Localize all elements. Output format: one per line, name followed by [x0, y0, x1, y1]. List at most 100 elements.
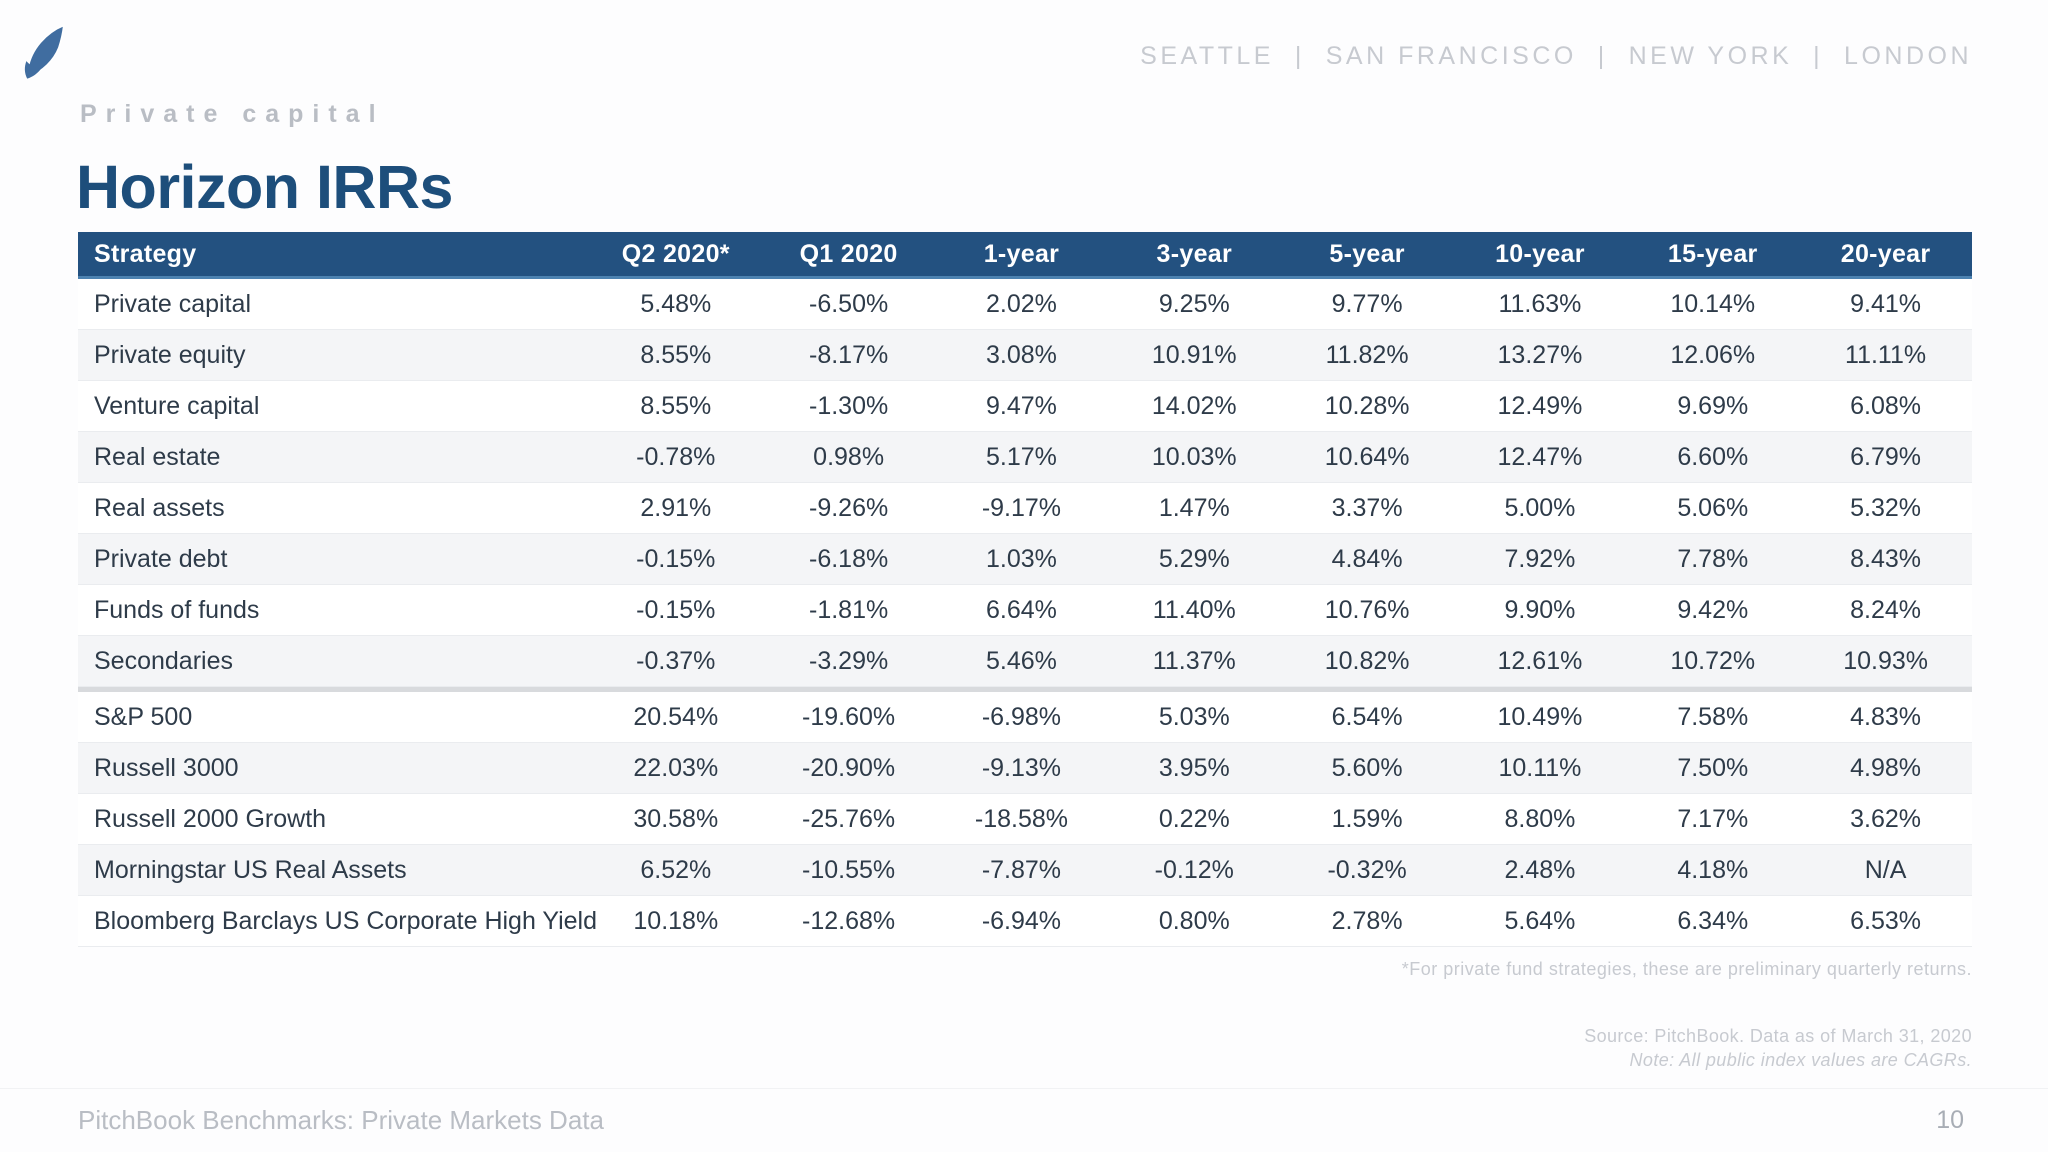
column-header: 15-year: [1667, 239, 1758, 268]
value-cell: 9.42%: [1677, 595, 1749, 624]
table-footnote: *For private fund strategies, these are …: [1401, 959, 1972, 979]
section-eyebrow: Private capital: [80, 100, 385, 128]
table-row: Russell 3000 22.03% -20.90% -9.13% 3.95% 5.60…: [78, 743, 1972, 794]
value-cell: 6.64%: [986, 595, 1057, 624]
value-cell: 9.47%: [986, 391, 1057, 420]
value-cell: 3.62%: [1850, 804, 1922, 833]
strategy-cell: Venture capital: [94, 391, 260, 420]
value-cell: 5.06%: [1677, 493, 1749, 522]
value-cell: -19.60%: [802, 702, 896, 731]
value-cell: 1.59%: [1331, 804, 1403, 833]
value-cell: 13.27%: [1497, 340, 1583, 369]
value-cell: -1.81%: [809, 595, 889, 624]
source-block: Source: PitchBook. Data as of March 31, …: [1584, 1024, 1972, 1072]
value-cell: 10.64%: [1324, 442, 1410, 471]
value-cell: 10.76%: [1324, 595, 1410, 624]
value-cell: -6.98%: [981, 702, 1062, 731]
footer-title: PitchBook Benchmarks: Private Markets Da…: [78, 1105, 604, 1135]
value-cell: 5.60%: [1331, 753, 1403, 782]
column-header: 10-year: [1495, 239, 1585, 268]
value-cell: 5.03%: [1158, 702, 1230, 731]
value-cell: 4.83%: [1850, 702, 1922, 731]
value-cell: 7.50%: [1677, 753, 1749, 782]
column-header: 20-year: [1840, 239, 1931, 268]
value-cell: -0.12%: [1154, 855, 1234, 884]
value-cell: -8.17%: [809, 340, 889, 369]
value-cell: 2.91%: [640, 493, 712, 522]
pitchbook-logo-icon: [18, 24, 68, 80]
value-cell: 8.55%: [640, 391, 712, 420]
column-header: Q2 2020*: [621, 239, 730, 268]
value-cell: -20.90%: [802, 753, 896, 782]
table-row: Real estate -0.78% 0.98% 5.17% 10.03% 10.64% 1…: [78, 432, 1972, 483]
page-footer: PitchBook Benchmarks: Private Markets Da…: [0, 1088, 2048, 1152]
table-row: Morningstar US Real Assets 6.52% -10.55% -7…: [78, 845, 1972, 896]
irr-table-body: Private capital 5.48% -6.50% 2.02% 9.25% 9.77…: [78, 279, 1972, 947]
value-cell: 30.58%: [633, 804, 719, 833]
value-cell: 8.24%: [1850, 595, 1922, 624]
value-cell: 10.03%: [1151, 442, 1237, 471]
value-cell: -6.50%: [809, 289, 889, 318]
value-cell: 10.72%: [1670, 646, 1756, 675]
value-cell: 7.78%: [1677, 544, 1749, 573]
value-cell: 9.77%: [1331, 289, 1403, 318]
strategy-cell: Real estate: [94, 442, 221, 471]
value-cell: 6.54%: [1331, 702, 1403, 731]
value-cell: 9.90%: [1504, 595, 1576, 624]
value-cell: -0.15%: [636, 544, 716, 573]
strategy-cell: Secondaries: [94, 646, 233, 675]
table-row: Real assets 2.91% -9.26% -9.17% 1.47% 3.37% 5.…: [78, 483, 1972, 534]
value-cell: 3.95%: [1158, 753, 1230, 782]
value-cell: 6.52%: [640, 855, 712, 884]
irr-table: Strategy Q2 2020* Q1 2020 1-year 3-year 5-yea…: [78, 232, 1972, 980]
value-cell: 7.17%: [1677, 804, 1749, 833]
strategy-cell: Private equity: [94, 340, 246, 369]
value-cell: N/A: [1864, 855, 1907, 884]
value-cell: -6.18%: [809, 544, 889, 573]
value-cell: 12.49%: [1497, 391, 1583, 420]
value-cell: -9.26%: [809, 493, 889, 522]
value-cell: 5.48%: [640, 289, 712, 318]
value-cell: 10.82%: [1324, 646, 1410, 675]
value-cell: 11.11%: [1845, 340, 1927, 369]
value-cell: -0.32%: [1327, 855, 1407, 884]
value-cell: -18.58%: [974, 804, 1068, 833]
value-cell: 11.37%: [1152, 646, 1236, 675]
value-cell: 10.93%: [1843, 646, 1928, 675]
value-cell: 9.41%: [1850, 289, 1922, 318]
value-cell: -0.78%: [636, 442, 716, 471]
value-cell: 9.69%: [1677, 391, 1749, 420]
value-cell: 14.02%: [1151, 391, 1237, 420]
value-cell: 2.02%: [986, 289, 1057, 318]
value-cell: 3.37%: [1331, 493, 1403, 522]
value-cell: 6.53%: [1850, 906, 1922, 935]
value-cell: 0.80%: [1158, 906, 1230, 935]
group-divider: [78, 687, 1972, 692]
value-cell: 10.11%: [1498, 753, 1582, 782]
table-row: S&P 500 20.54% -19.60% -6.98% 5.03% 6.54% 10.4…: [78, 692, 1972, 743]
column-header: Strategy: [94, 239, 197, 268]
value-cell: -7.87%: [981, 855, 1062, 884]
value-cell: 8.80%: [1504, 804, 1576, 833]
office-locations: SEATTLE | SAN FRANCISCO | NEW YORK | LON…: [1140, 42, 1972, 70]
note-line: Note: All public index values are CAGRs.: [1629, 1050, 1972, 1070]
value-cell: 2.78%: [1331, 906, 1403, 935]
value-cell: 10.28%: [1324, 391, 1410, 420]
strategy-cell: Morningstar US Real Assets: [94, 855, 407, 884]
value-cell: -3.29%: [809, 646, 889, 675]
page-number: 10: [1936, 1106, 1964, 1134]
table-row: Bloomberg Barclays US Corporate High Yie…: [78, 896, 1972, 947]
strategy-cell: Private debt: [94, 544, 228, 573]
value-cell: 6.60%: [1677, 442, 1749, 471]
value-cell: -9.17%: [981, 493, 1062, 522]
value-cell: 6.34%: [1677, 906, 1749, 935]
value-cell: 0.22%: [1158, 804, 1230, 833]
value-cell: 8.55%: [640, 340, 712, 369]
value-cell: 5.32%: [1850, 493, 1922, 522]
table-row: Venture capital 8.55% -1.30% 9.47% 14.02% 10.…: [78, 381, 1972, 432]
irr-table-header: Strategy Q2 2020* Q1 2020 1-year 3-year 5-yea…: [78, 232, 1972, 279]
column-header: 1-year: [983, 239, 1060, 268]
value-cell: 6.79%: [1850, 442, 1922, 471]
value-cell: 6.08%: [1850, 391, 1922, 420]
value-cell: 7.92%: [1504, 544, 1576, 573]
